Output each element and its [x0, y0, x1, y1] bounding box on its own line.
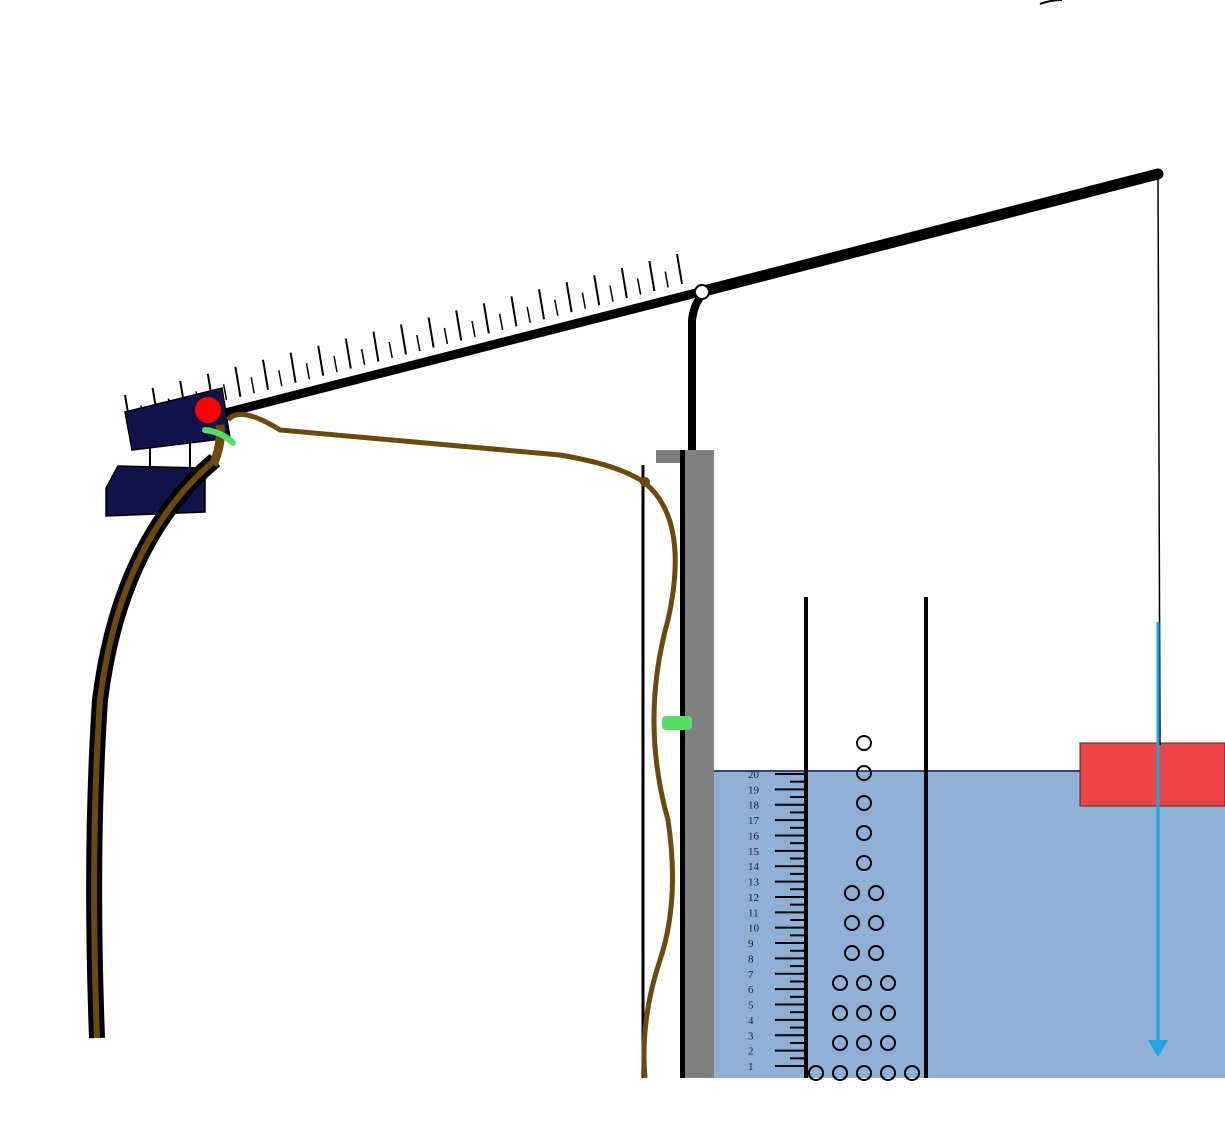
beam-tick-minor — [416, 334, 421, 352]
bubble-circle-icon — [832, 975, 848, 991]
beam-tick — [455, 310, 463, 341]
beam-tick-minor — [498, 313, 504, 330]
scale-label: 9 — [748, 938, 754, 950]
bubble-circle-icon — [844, 945, 860, 961]
bubble-circle-icon — [856, 765, 872, 781]
down-arrow-icon — [1148, 622, 1168, 1057]
float-block — [1079, 742, 1225, 807]
hose-outer — [86, 453, 221, 1039]
scale-label: 13 — [748, 877, 760, 889]
bubble-circle-icon — [868, 945, 884, 961]
beam-tick — [317, 345, 325, 376]
clip-upper — [202, 427, 236, 446]
bubble-circle-icon — [808, 1065, 824, 1081]
beam-tick-minor — [554, 299, 559, 316]
scale-label: 18 — [748, 800, 760, 812]
beam-tick — [482, 303, 490, 334]
beam-tick-minor — [278, 370, 283, 387]
beam-tick-minor — [360, 348, 366, 366]
lever-beam — [220, 168, 1164, 418]
scale-label: 19 — [748, 784, 760, 796]
scale-label: 4 — [748, 1015, 754, 1027]
beam-tick — [676, 253, 683, 285]
scale-label: 10 — [748, 923, 760, 935]
beam-tick — [262, 359, 269, 390]
beam-tick-minor — [388, 341, 393, 359]
bubble-column — [808, 735, 920, 1081]
clip-lower — [662, 716, 692, 730]
beam-tick — [510, 296, 518, 327]
bubble-circle-icon — [856, 825, 872, 841]
scale-label: 11 — [748, 907, 759, 919]
bubble-circle-icon — [856, 1065, 872, 1081]
water-body — [713, 770, 1225, 1078]
scale-label: 17 — [748, 815, 760, 827]
scale-label: 7 — [748, 969, 754, 981]
bubble-circle-icon — [832, 1035, 848, 1051]
beam-tick — [565, 282, 573, 313]
beam-tick — [648, 260, 656, 292]
beam-tick — [400, 324, 407, 355]
bubble-circle-icon — [856, 735, 872, 751]
beam-tick — [427, 317, 435, 348]
beam-tick-minor — [526, 306, 531, 323]
pivot-circle-icon — [694, 284, 710, 300]
hanging-wire — [1157, 173, 1161, 746]
scale-label: 8 — [748, 953, 754, 965]
beam-tick-minor — [471, 320, 476, 338]
beam-tick-minor — [609, 285, 614, 302]
beam-tick — [372, 331, 380, 362]
beam-tick — [234, 366, 242, 397]
scale-label: 2 — [748, 1046, 754, 1058]
scale-label: 12 — [748, 892, 759, 904]
beam-tick-minor — [305, 363, 311, 380]
sensor-dot — [195, 397, 221, 423]
beam-tick-minor — [443, 327, 449, 345]
pivot-stem — [688, 295, 704, 450]
scale-label: 14 — [748, 861, 760, 873]
bubble-circle-icon — [856, 1005, 872, 1021]
beam-tick — [593, 274, 601, 306]
scale-label: 3 — [748, 1030, 754, 1042]
beam-tick-minor — [636, 278, 642, 295]
bubble-circle-icon — [868, 915, 884, 931]
bubble-circle-icon — [904, 1065, 920, 1081]
scale-label: 6 — [748, 984, 754, 996]
beam-tick-minor — [250, 377, 255, 394]
beam-tick-minor — [333, 355, 338, 373]
scale-label: 15 — [748, 846, 760, 858]
bubble-circle-icon — [856, 1035, 872, 1051]
scale-label: 16 — [748, 830, 760, 842]
corner-mark — [1039, 0, 1063, 5]
scale-label: 20 — [748, 769, 760, 781]
beam-tick — [344, 338, 352, 369]
bubble-circle-icon — [880, 1035, 896, 1051]
beam-tick — [289, 352, 297, 383]
scale-label: 1 — [748, 1061, 754, 1073]
bubble-circle-icon — [832, 1065, 848, 1081]
bubble-circle-icon — [880, 1005, 896, 1021]
beam-tick — [620, 267, 628, 299]
hose-bend — [208, 424, 225, 467]
bubble-circle-icon — [856, 795, 872, 811]
cable — [226, 411, 678, 1079]
cable-knot — [640, 477, 650, 487]
bubble-circle-icon — [844, 885, 860, 901]
beam-tick-minor — [581, 292, 587, 309]
support-post — [656, 450, 714, 1078]
bubble-circle-icon — [880, 1065, 896, 1081]
bubble-circle-icon — [880, 975, 896, 991]
bubble-circle-icon — [844, 915, 860, 931]
bubble-circle-icon — [856, 855, 872, 871]
hose-inner — [91, 457, 217, 1039]
scale-label: 5 — [748, 1000, 754, 1012]
bubble-circle-icon — [868, 885, 884, 901]
bubble-circle-icon — [832, 1005, 848, 1021]
beam-tick-minor — [664, 271, 669, 288]
beam-tick — [538, 289, 545, 320]
beam-tick-minor — [222, 384, 228, 401]
bubble-circle-icon — [856, 975, 872, 991]
